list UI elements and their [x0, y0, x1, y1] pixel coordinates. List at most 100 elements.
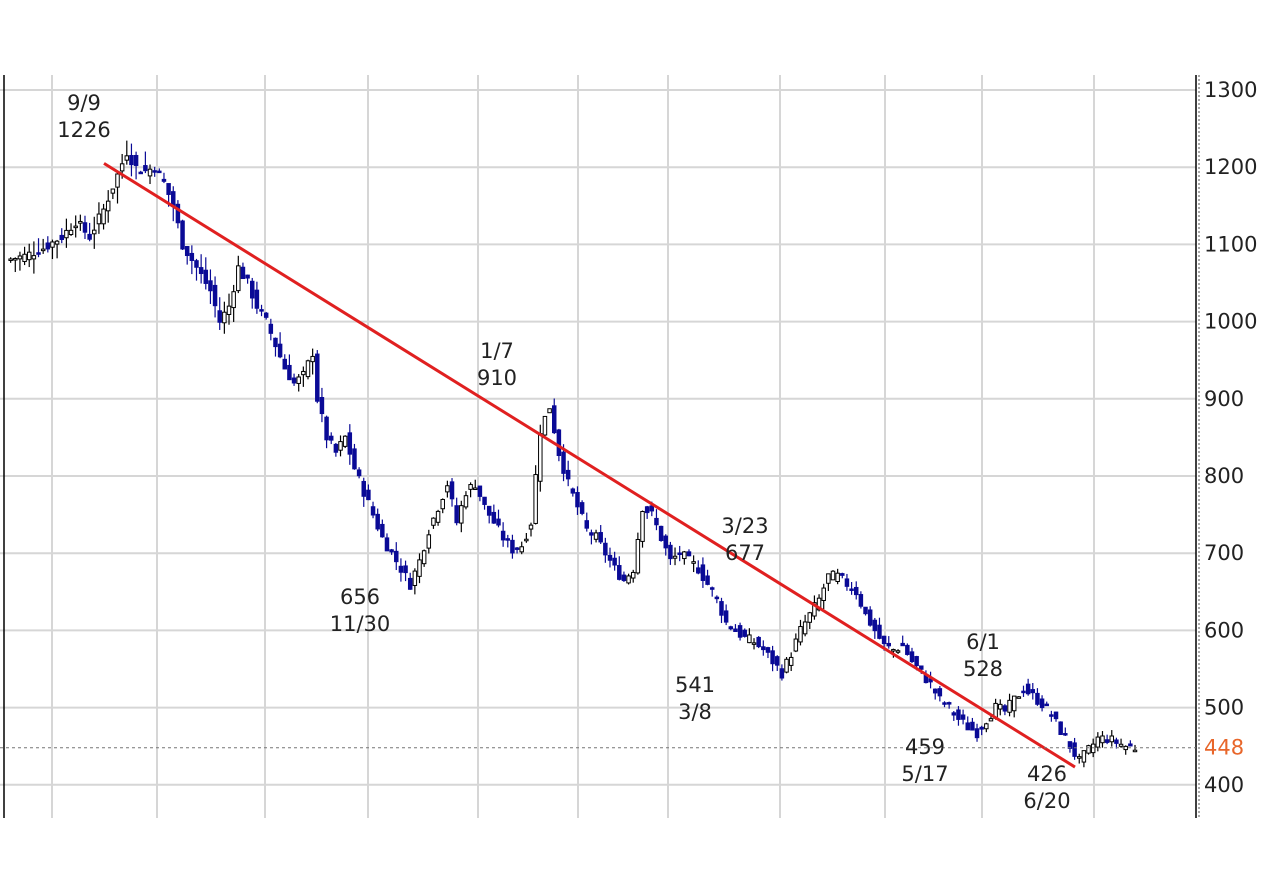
candle-down — [277, 343, 283, 358]
candle-down — [1067, 741, 1073, 749]
candle-down — [403, 565, 408, 574]
candle-up — [310, 355, 315, 363]
candle-down — [561, 451, 566, 474]
candle-up — [445, 485, 450, 493]
y-tick-label: 1000 — [1204, 310, 1257, 334]
candle-down — [709, 587, 715, 590]
candle-down — [1035, 692, 1040, 705]
candle-down — [291, 377, 297, 384]
candle-down — [203, 269, 209, 284]
candle-down — [1044, 703, 1049, 707]
current-price-label: 448 — [1204, 736, 1244, 760]
candle-down — [900, 642, 905, 647]
candle-up — [338, 441, 343, 451]
candle-down — [654, 517, 659, 526]
candle-down — [886, 642, 891, 647]
candle-down — [394, 550, 399, 563]
candle-down — [765, 647, 771, 653]
candle-up — [68, 229, 74, 236]
candle-down — [366, 489, 371, 501]
candle-up — [542, 415, 548, 436]
candle-down — [779, 668, 785, 679]
candle-down — [579, 502, 585, 514]
candle-up — [236, 265, 241, 292]
candle-down — [259, 309, 264, 312]
y-tick-label: 1300 — [1204, 78, 1257, 102]
candle-up — [73, 225, 78, 229]
candle-up — [54, 240, 60, 245]
candle-down — [1072, 742, 1077, 757]
candle-up — [802, 621, 808, 635]
annotation-line-1: 426 — [1027, 762, 1067, 786]
candle-up — [231, 291, 236, 309]
candle-up — [301, 370, 306, 376]
candle-down — [914, 656, 919, 667]
candle-down — [254, 289, 260, 309]
candle-up — [812, 602, 817, 617]
candle-up — [124, 155, 130, 161]
candle-down — [380, 523, 385, 538]
candle-up — [891, 648, 896, 652]
candle-down — [36, 252, 41, 255]
candle-down — [840, 573, 845, 576]
candle-down — [770, 650, 775, 665]
candle-down — [184, 246, 190, 257]
candle-down — [946, 702, 952, 705]
candle-down — [240, 266, 246, 280]
candle-down — [737, 625, 743, 638]
candle-up — [17, 255, 23, 260]
candle-up — [682, 551, 687, 560]
candle-down — [761, 646, 766, 651]
candle-down — [328, 435, 334, 441]
candle-down — [449, 481, 455, 500]
y-tick-label: 700 — [1204, 541, 1244, 565]
candle-down — [194, 260, 199, 268]
candle-down — [598, 532, 603, 543]
candle-down — [282, 358, 288, 370]
candle-up — [640, 511, 645, 542]
annotation-line-2: 528 — [963, 657, 1003, 681]
candle-up — [1118, 743, 1124, 747]
candle-down — [138, 171, 143, 175]
candle-up — [672, 555, 678, 559]
candle-down — [133, 154, 139, 166]
candle-up — [105, 200, 111, 212]
candle-down — [881, 635, 887, 645]
candle-up — [798, 626, 803, 643]
annotation-line-2: 11/30 — [330, 612, 391, 636]
candle-down — [612, 557, 617, 566]
candle-up — [226, 305, 232, 315]
candle-down — [603, 542, 608, 556]
candle-down — [1114, 739, 1119, 744]
annotation-line-1: 459 — [905, 735, 945, 759]
candle-down — [129, 154, 134, 166]
annotation-line-2: 3/8 — [678, 700, 712, 724]
candle-down — [1058, 721, 1063, 735]
candle-down — [384, 537, 390, 552]
candle-down — [775, 656, 780, 666]
candle-up — [984, 723, 989, 730]
candle-down — [1104, 739, 1110, 743]
candle-up — [119, 163, 125, 172]
candle-down — [1025, 683, 1031, 695]
candle-down — [375, 513, 380, 530]
annotation-line-1: 541 — [675, 673, 715, 697]
candle-up — [421, 550, 427, 565]
candle-up — [1086, 745, 1091, 754]
candle-up — [459, 505, 464, 524]
candle-up — [417, 559, 422, 577]
candle-down — [198, 267, 204, 275]
candle-down — [347, 432, 353, 455]
y-tick-label: 400 — [1204, 773, 1244, 797]
candle-down — [589, 532, 594, 536]
candle-down — [551, 405, 557, 434]
annotation-line-2: 6/20 — [1023, 789, 1070, 813]
candle-down — [245, 274, 250, 279]
candle-up — [8, 258, 13, 261]
candle-down — [217, 310, 222, 323]
candle-up — [895, 650, 901, 653]
candle-up — [635, 538, 641, 574]
candle-up — [816, 597, 822, 611]
annotation-line-1: 6/1 — [966, 630, 1000, 654]
